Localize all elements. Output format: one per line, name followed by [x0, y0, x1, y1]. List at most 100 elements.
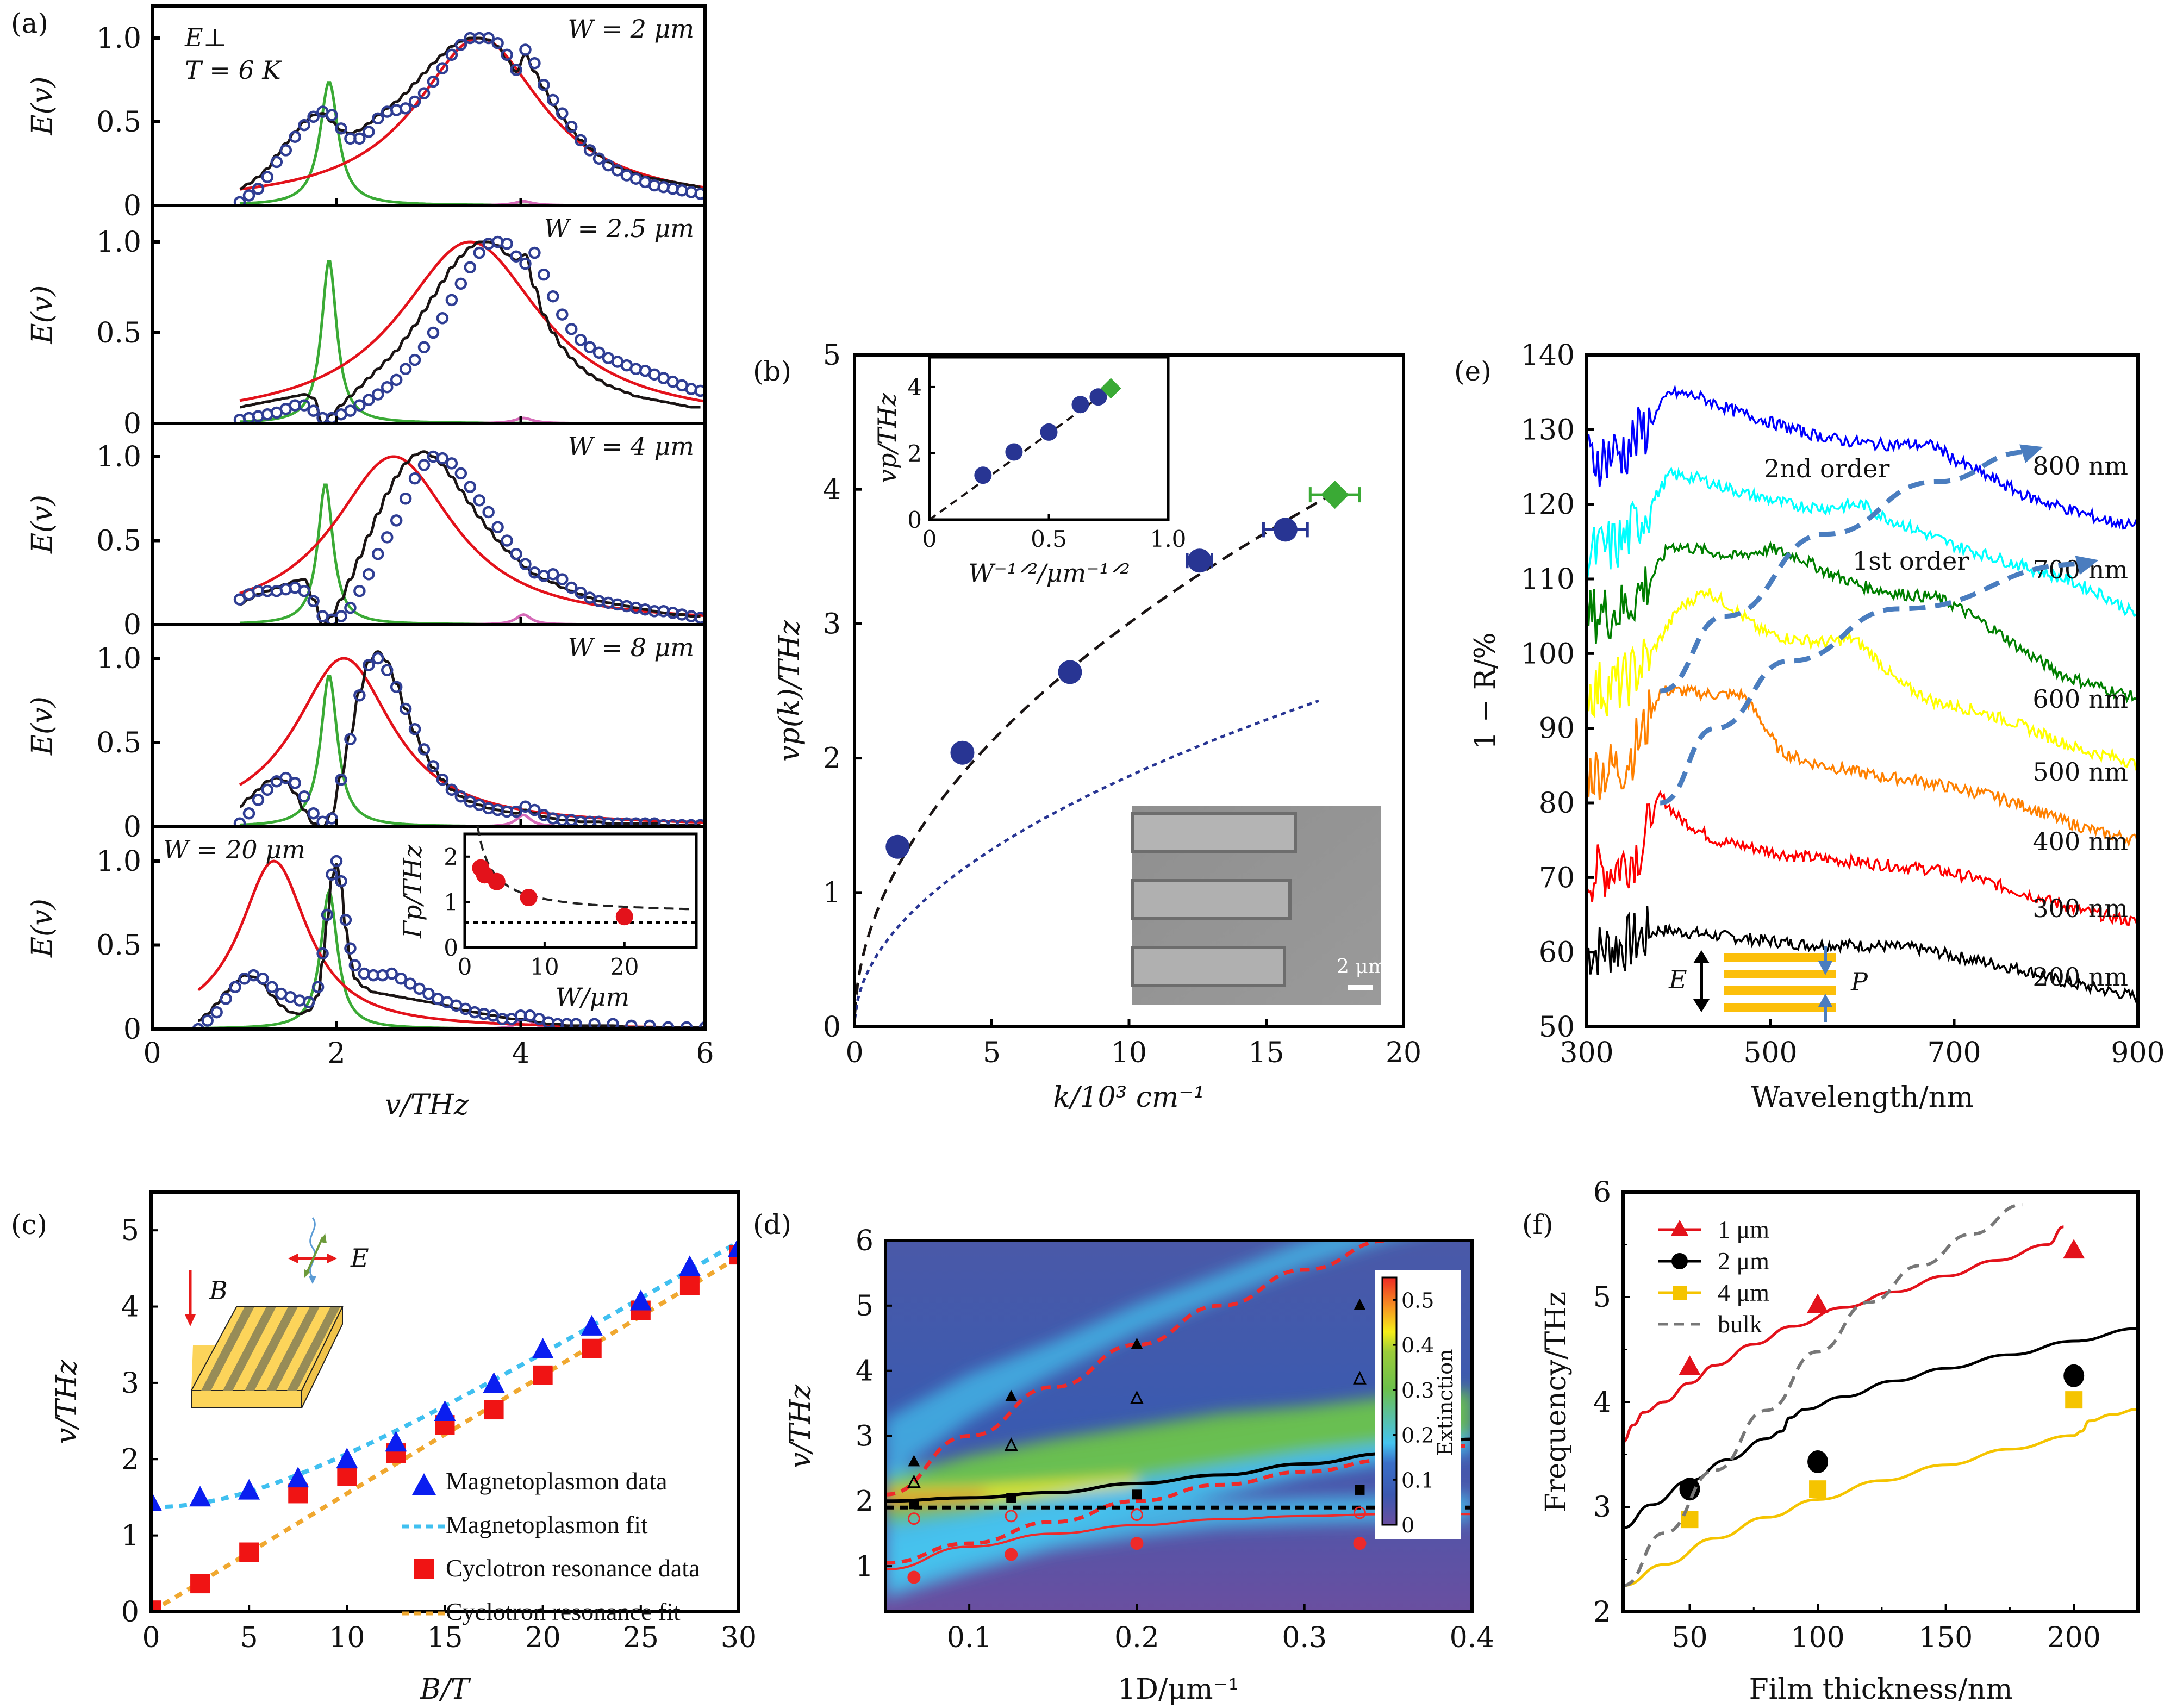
curve-4-μm — [1623, 1408, 2138, 1587]
plasmon-curve — [239, 455, 704, 617]
filled-square-marker — [1132, 1489, 1142, 1500]
x-tick-label: 5 — [983, 1037, 1001, 1069]
filled-circle-marker — [1130, 1537, 1144, 1550]
open-triangle-marker — [907, 1474, 921, 1488]
data-point — [298, 119, 310, 132]
annotation-e-perp: E⊥ — [184, 23, 227, 52]
data-point — [363, 126, 375, 138]
data-point — [417, 459, 431, 471]
c-curves — [151, 1236, 739, 1612]
spectrum-300-nm — [1587, 790, 2138, 926]
magnetoplasmon-data-point — [581, 1314, 603, 1336]
colorbar-tick-label: 0.2 — [1401, 1424, 1434, 1448]
data-point — [372, 547, 384, 560]
sem-scale-label: 2 μm — [1337, 956, 1387, 978]
spectrum-700-nm — [1587, 466, 2138, 619]
inset-y-tick-label: 2 — [907, 440, 922, 467]
magnetoplasmon-data-point — [151, 1490, 162, 1511]
data-point — [510, 805, 522, 818]
data-point — [408, 722, 421, 735]
magnetoplasmon-data-point — [287, 1467, 309, 1488]
cyclotron-data-point — [582, 1338, 602, 1358]
inset-data-point — [1040, 423, 1058, 441]
y-tick-label: 6 — [1593, 1176, 1611, 1209]
magnetoplasmon-data-point — [189, 1486, 211, 1507]
y-tick-label: 5 — [823, 339, 841, 372]
series-label: 800 nm — [2032, 451, 2128, 481]
data-point — [353, 584, 366, 597]
y-tick-label: 130 — [1521, 414, 1575, 446]
open-triangle-marker — [1353, 1370, 1367, 1385]
panel-c-label: (c) — [11, 1209, 47, 1241]
inset-data-point — [1005, 443, 1023, 461]
period-arrow-down-icon — [1818, 961, 1832, 975]
dashed-fit-line — [855, 496, 1328, 1014]
x-tick-label: 20 — [1386, 1037, 1421, 1069]
y-tick-label: 1 — [823, 877, 841, 909]
y-tick-label: 0 — [823, 1011, 841, 1044]
data-point — [408, 353, 421, 366]
y-tick-label: 80 — [1539, 787, 1575, 820]
b-field-arrow-icon — [185, 1314, 196, 1326]
subplot-width-label: W = 20 μm — [163, 835, 305, 864]
y-tick-label: 4 — [1593, 1386, 1611, 1419]
x-tick-label: 150 — [1919, 1622, 1973, 1654]
data-point — [519, 558, 532, 571]
data-point — [445, 294, 458, 307]
data-point — [592, 152, 606, 165]
legend-entry: 1 μm — [1718, 1215, 1769, 1243]
series-label: 600 nm — [2032, 684, 2128, 714]
data-point — [565, 323, 578, 335]
data-point — [390, 514, 403, 527]
data-point — [538, 268, 550, 281]
data-point — [390, 373, 403, 387]
spectrum-400-nm — [1587, 684, 2138, 847]
magnetoplasmon-data-point — [238, 1479, 260, 1500]
y-tick-label: 110 — [1521, 563, 1575, 596]
data-point — [399, 363, 412, 376]
y-tick-label: 1.0 — [96, 226, 141, 259]
triangle-data-point — [1807, 1293, 1829, 1313]
inset-y-label: vp/THz — [872, 392, 902, 483]
data-point — [528, 803, 541, 816]
b-curves — [855, 496, 1328, 1019]
y-tick-label: 0.5 — [96, 106, 141, 139]
grating-3d-diagram: B E — [185, 1217, 369, 1408]
series-label: 500 nm — [2032, 757, 2128, 787]
filled-circle-marker — [1005, 1548, 1018, 1561]
plot-frame — [1585, 353, 2140, 1028]
inset-x-tick-label: 0 — [922, 526, 937, 552]
x-tick-label: 50 — [1671, 1622, 1707, 1654]
panel-d-y-label: v/THz — [784, 1384, 817, 1468]
data-point — [519, 43, 532, 56]
data-point — [482, 506, 495, 519]
y-tick-label: 2 — [121, 1443, 139, 1476]
cyclotron-data-point — [190, 1574, 210, 1594]
data-point — [344, 404, 357, 417]
filled-triangle-marker — [1354, 1298, 1366, 1310]
x-tick-label: 2 — [327, 1037, 345, 1070]
data-point — [574, 587, 587, 599]
data-point — [307, 807, 320, 820]
data-point — [473, 494, 485, 507]
data-point — [694, 819, 705, 827]
y-axis-label: E(v) — [26, 899, 59, 958]
cyclotron-data-point — [484, 1400, 504, 1420]
open-triangle-marker — [1004, 1437, 1018, 1451]
data-point — [261, 783, 274, 796]
subplot-2 — [233, 450, 705, 625]
data-point — [311, 981, 325, 993]
panel-a-subplots: 0 0.5 1.0 W = 2 μm E(v) 0 0.5 1.0 W = 2.5 μm E(v)… — [26, 4, 707, 1046]
data-point — [233, 817, 246, 827]
x-tick-label: 15 — [427, 1622, 463, 1654]
panel-a-inset: 0 10 20 0 1 2 W/μm Γp/THz — [398, 826, 698, 1012]
y-tick-label: 1.0 — [96, 845, 141, 878]
filled-triangle-marker — [1131, 1337, 1143, 1349]
plasmon-curve — [239, 240, 704, 403]
data-point — [348, 959, 361, 971]
data-point — [326, 109, 338, 121]
grating-diagram: E P — [1668, 946, 1868, 1022]
data-point — [363, 659, 375, 671]
